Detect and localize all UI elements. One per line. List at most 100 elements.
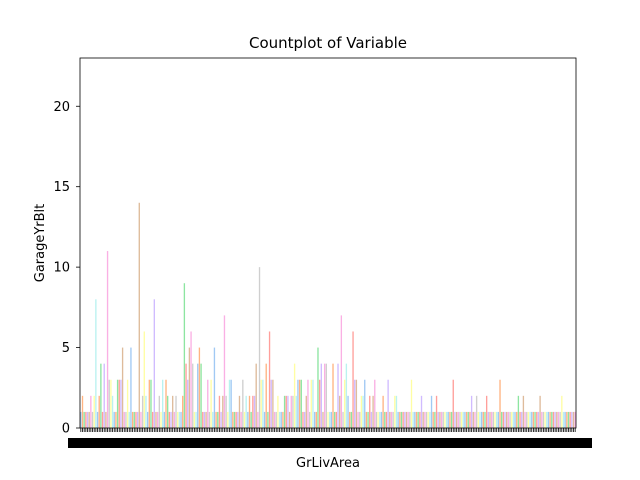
bar bbox=[566, 411, 568, 428]
bar bbox=[287, 395, 289, 428]
bar bbox=[496, 411, 498, 428]
bar bbox=[522, 395, 525, 428]
bar bbox=[474, 411, 476, 428]
bar bbox=[258, 267, 261, 428]
bar bbox=[200, 363, 202, 428]
bar bbox=[81, 395, 84, 428]
bar bbox=[390, 411, 393, 428]
bar bbox=[485, 395, 488, 428]
bar bbox=[106, 251, 109, 428]
bar bbox=[379, 411, 381, 428]
bar bbox=[293, 363, 296, 428]
bar bbox=[292, 395, 294, 428]
bar bbox=[225, 395, 227, 428]
bar bbox=[339, 395, 341, 428]
bar bbox=[470, 395, 473, 428]
bar bbox=[100, 363, 102, 428]
bar bbox=[88, 411, 90, 428]
bar bbox=[322, 411, 324, 428]
bar bbox=[417, 411, 419, 428]
bar bbox=[432, 411, 434, 428]
bar bbox=[439, 411, 441, 428]
bar bbox=[562, 411, 565, 428]
bar bbox=[507, 411, 510, 428]
bar bbox=[175, 395, 177, 428]
bar bbox=[313, 411, 316, 428]
bar bbox=[275, 411, 277, 428]
bar bbox=[359, 411, 361, 428]
bar bbox=[250, 411, 252, 428]
bar bbox=[526, 411, 528, 428]
bar bbox=[318, 379, 321, 428]
bar bbox=[96, 411, 99, 428]
bar bbox=[332, 363, 334, 428]
bar bbox=[253, 395, 256, 428]
bar bbox=[182, 395, 184, 428]
bar bbox=[198, 347, 201, 428]
bar bbox=[128, 411, 130, 428]
bar bbox=[369, 395, 371, 428]
bar bbox=[492, 411, 495, 428]
bar bbox=[487, 411, 489, 428]
bar bbox=[218, 395, 221, 428]
bar bbox=[501, 411, 503, 428]
y-tick-label: 10 bbox=[53, 261, 70, 276]
bar bbox=[327, 411, 329, 428]
bar bbox=[334, 411, 336, 428]
bar bbox=[277, 395, 279, 428]
bar bbox=[502, 411, 505, 428]
bar bbox=[237, 411, 239, 428]
bar bbox=[445, 411, 448, 428]
bar bbox=[143, 331, 145, 428]
bar bbox=[497, 411, 500, 428]
bar bbox=[459, 411, 461, 428]
bar bbox=[177, 411, 179, 428]
bar bbox=[472, 411, 474, 428]
bar bbox=[480, 411, 483, 428]
bar bbox=[389, 411, 391, 428]
bar bbox=[349, 411, 351, 428]
bar bbox=[151, 411, 154, 428]
bar bbox=[298, 379, 301, 428]
bar bbox=[165, 379, 167, 428]
bar bbox=[519, 411, 521, 428]
bar bbox=[270, 379, 272, 428]
x-axis-ticks bbox=[68, 428, 592, 448]
bar bbox=[215, 411, 217, 428]
bar bbox=[273, 411, 276, 428]
bar bbox=[357, 411, 359, 428]
bar bbox=[120, 379, 122, 428]
bar bbox=[193, 411, 196, 428]
bar bbox=[168, 411, 171, 428]
bar bbox=[387, 379, 389, 428]
bar bbox=[150, 379, 152, 428]
bar bbox=[489, 411, 491, 428]
bar bbox=[203, 411, 206, 428]
bar bbox=[547, 411, 550, 428]
bar bbox=[419, 411, 421, 428]
bar bbox=[156, 411, 159, 428]
bar bbox=[524, 411, 526, 428]
bar bbox=[392, 411, 394, 428]
bar bbox=[167, 395, 169, 428]
bar bbox=[80, 411, 82, 428]
bar bbox=[412, 411, 414, 428]
bar bbox=[228, 379, 231, 428]
bar bbox=[350, 411, 353, 428]
bar bbox=[98, 395, 100, 428]
bar bbox=[427, 411, 429, 428]
bar bbox=[410, 379, 413, 428]
bar bbox=[552, 411, 555, 428]
bar bbox=[444, 411, 446, 428]
bar bbox=[173, 411, 176, 428]
bar bbox=[268, 331, 271, 428]
bar bbox=[405, 411, 408, 428]
x-axis-label: GrLivArea bbox=[296, 456, 360, 471]
bar bbox=[377, 411, 379, 428]
bar bbox=[542, 411, 545, 428]
bar bbox=[308, 411, 311, 428]
bar bbox=[429, 411, 431, 428]
bar bbox=[365, 411, 368, 428]
bar bbox=[123, 411, 125, 428]
bar bbox=[415, 411, 418, 428]
